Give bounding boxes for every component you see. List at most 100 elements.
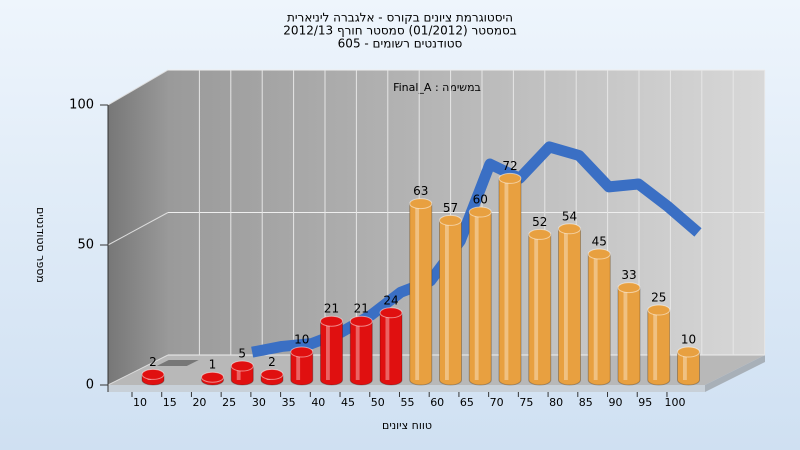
x-tick-label: 75 — [519, 396, 533, 409]
y-axis-label: מספר סטודנטים — [34, 207, 47, 283]
data-label: 2 — [149, 355, 157, 369]
bar-top — [141, 368, 165, 380]
bar-body — [558, 228, 581, 386]
bar-shine — [236, 366, 241, 380]
bar-shine — [593, 254, 598, 380]
x-tick-label: 85 — [579, 396, 593, 409]
data-label: 1 — [209, 358, 217, 372]
data-label: 2 — [268, 355, 276, 369]
bar — [439, 214, 462, 386]
grid-line — [107, 212, 169, 246]
bar-shine — [564, 228, 568, 380]
bar — [617, 282, 641, 386]
bar — [409, 198, 433, 386]
bar-top — [260, 368, 284, 380]
bar — [647, 304, 671, 386]
data-label: 72 — [502, 159, 517, 173]
bar-top — [677, 346, 700, 358]
bar — [498, 172, 522, 386]
bar — [320, 315, 343, 386]
bar — [156, 360, 199, 366]
x-tick-label: 100 — [664, 396, 685, 409]
data-label: 10 — [681, 333, 696, 347]
title-line: היסטוגרמת ציונים בקורס - אלגברה ליניארית — [287, 11, 513, 25]
bar — [468, 206, 492, 386]
bar-shine — [355, 321, 360, 380]
x-tick-label: 90 — [609, 396, 623, 409]
bar — [587, 248, 611, 386]
bar-top — [647, 304, 671, 316]
bar-top — [498, 172, 522, 184]
x-tick-label: 80 — [549, 396, 563, 409]
data-label: 10 — [294, 333, 309, 347]
bar-top — [558, 223, 581, 235]
bar-body — [498, 177, 522, 386]
bar-shine — [296, 352, 301, 380]
bar-body — [528, 233, 552, 386]
bar-top — [290, 346, 314, 358]
x-tick-label: 95 — [638, 396, 652, 409]
data-label: 5 — [238, 347, 246, 361]
bar — [260, 368, 284, 386]
bar-top — [349, 315, 373, 327]
x-tick-label: 30 — [252, 396, 266, 409]
bar-body — [647, 309, 671, 386]
data-label: 24 — [383, 293, 398, 307]
bar-body — [587, 253, 611, 386]
x-tick-label: 65 — [460, 396, 474, 409]
bar — [290, 346, 314, 386]
data-label: 54 — [562, 209, 577, 223]
bar-shine — [445, 220, 449, 380]
bar-shine — [534, 234, 539, 380]
data-label: 45 — [592, 235, 607, 249]
grid-line — [107, 69, 169, 106]
bar-shine — [385, 312, 390, 380]
bar-body — [290, 351, 314, 386]
y-tick-label: 0 — [86, 378, 94, 393]
bar — [349, 315, 373, 386]
floor-edge — [108, 385, 705, 392]
y-tick-label: 50 — [77, 238, 94, 253]
y-tick-label: 100 — [69, 98, 94, 113]
bar-top — [587, 248, 611, 260]
bar-top — [230, 360, 254, 372]
bar-shine — [474, 212, 479, 380]
bar-top — [201, 371, 224, 383]
x-tick-label: 15 — [163, 396, 177, 409]
x-tick-label: 50 — [371, 396, 385, 409]
bar-body — [409, 203, 433, 386]
bar — [201, 371, 224, 386]
bar-shine — [683, 352, 687, 380]
x-tick-label: 45 — [341, 396, 355, 409]
x-axis-label: טווח ציונים — [382, 419, 432, 432]
data-label: 52 — [532, 215, 547, 229]
bar-top — [617, 282, 641, 294]
bar-body — [349, 320, 373, 386]
bar-top — [439, 214, 462, 226]
x-tick-label: 35 — [282, 396, 296, 409]
x-tick-label: 60 — [430, 396, 444, 409]
data-label: 21 — [324, 302, 339, 316]
bar — [677, 346, 700, 386]
bar-body — [677, 351, 700, 386]
x-tick-label: 20 — [192, 396, 206, 409]
grid-line — [107, 354, 169, 386]
x-tick-label: 55 — [400, 396, 414, 409]
bar-shine — [623, 287, 628, 380]
bar — [230, 360, 254, 386]
bar-shine — [326, 321, 330, 380]
bar-top — [409, 198, 433, 210]
bar-top — [320, 315, 343, 327]
x-tick-label: 70 — [490, 396, 504, 409]
left-wall — [108, 70, 168, 385]
x-tick-label: 25 — [222, 396, 236, 409]
bar — [379, 307, 403, 386]
bar — [558, 223, 581, 386]
data-label: 33 — [621, 268, 636, 282]
data-label: 57 — [443, 201, 458, 215]
annotation: Final_A : במשימה — [393, 81, 481, 94]
bar-shine — [415, 203, 420, 380]
title-line: בסמסטר (01/2012) סמסטר חורף 2012/13 — [283, 24, 516, 38]
data-label: 63 — [413, 184, 428, 198]
bar-shine — [653, 310, 658, 380]
